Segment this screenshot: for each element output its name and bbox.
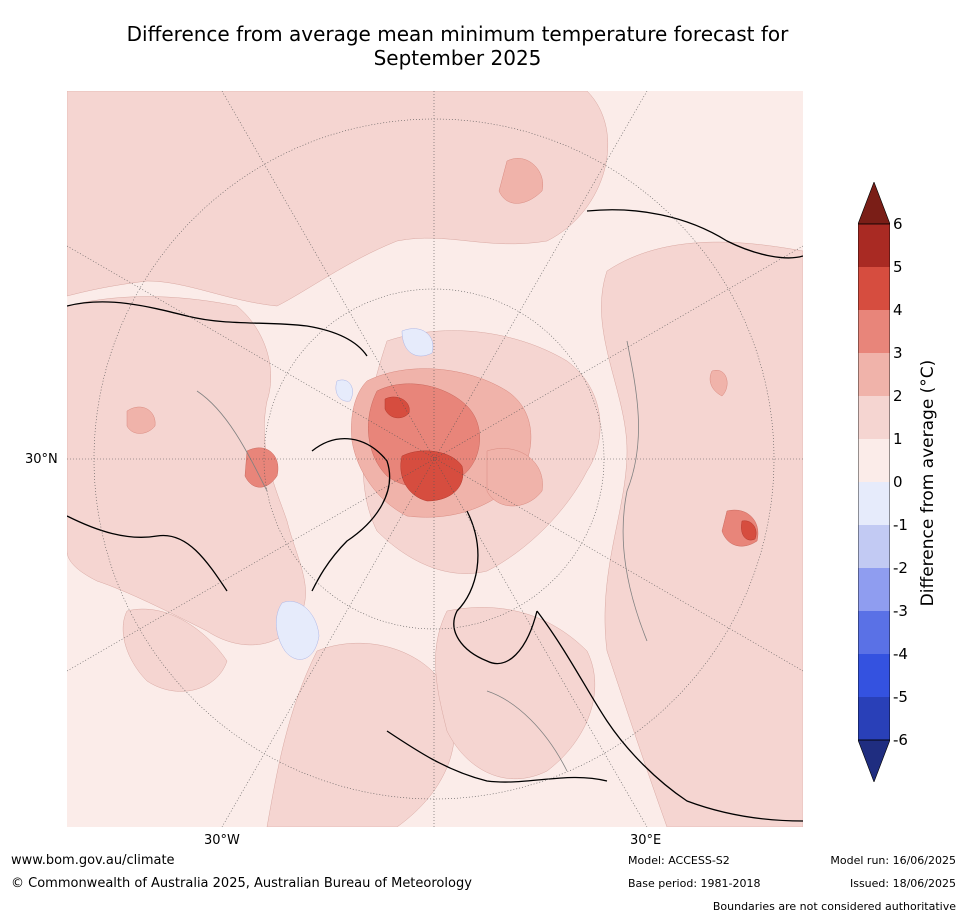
colorbar-tick: 3 [893, 344, 903, 362]
colorbar-tick: -5 [893, 688, 908, 706]
graticule [67, 91, 803, 827]
anomaly-negative-regions [276, 328, 434, 660]
title-line-2: September 2025 [373, 46, 542, 70]
lat-label-30n: 30°N [25, 452, 58, 467]
footer-issued: Issued: 18/06/2025 [849, 877, 956, 890]
colorbar-title: Difference from average (°C) [918, 359, 938, 607]
colorbar-tick: -4 [893, 645, 908, 663]
footer-disclaimer: Boundaries are not considered authoritat… [712, 900, 956, 913]
colorbar-bin-m1-0 [858, 482, 890, 525]
colorbar-extend-bottom [858, 739, 890, 782]
colorbar-tick: -3 [893, 602, 908, 620]
colorbar-tick: 5 [893, 258, 903, 276]
colorbar-bin-m5-m4 [858, 654, 890, 697]
map-title: Difference from average mean minimum tem… [60, 22, 855, 70]
colorbar-bin-3-4 [858, 310, 890, 353]
colorbar-bin-1-2 [858, 396, 890, 439]
footer-copyright: © Commonwealth of Australia 2025, Austra… [11, 876, 472, 891]
colorbar [858, 182, 890, 782]
lon-label-30e: 30°E [630, 833, 662, 848]
colorbar-bin-0-1 [858, 439, 890, 482]
colorbar-bin-2-3 [858, 353, 890, 396]
colorbar-bin-m6-m5 [858, 697, 890, 740]
colorbar-tick: 4 [893, 301, 903, 319]
footer-model-run: Model run: 16/06/2025 [830, 854, 956, 867]
title-line-1: Difference from average mean minimum tem… [126, 22, 789, 46]
colorbar-bin-m4-m3 [858, 611, 890, 654]
colorbar-tick: 0 [893, 473, 903, 491]
lon-label-30w: 30°W [204, 833, 240, 848]
colorbar-bin-5-6 [858, 224, 890, 267]
colorbar-tick: -1 [893, 516, 908, 534]
colorbar-tick: 6 [893, 215, 903, 233]
colorbar-tick: 2 [893, 387, 903, 405]
colorbar-bin-m3-m2 [858, 568, 890, 611]
colorbar-tick: 1 [893, 430, 903, 448]
footer-base-period: Base period: 1981-2018 [628, 877, 761, 890]
colorbar-tick: -6 [893, 731, 908, 749]
country-borders [196, 340, 648, 772]
colorbar-extend-top [858, 182, 890, 225]
footer-url[interactable]: www.bom.gov.au/climate [11, 853, 175, 868]
forecast-map [67, 91, 803, 827]
coastlines [67, 209, 803, 822]
colorbar-bin-4-5 [858, 267, 890, 310]
anomaly-4-5-regions [384, 396, 757, 541]
colorbar-tick: -2 [893, 559, 908, 577]
footer-model: Model: ACCESS-S2 [628, 854, 730, 867]
colorbar-bin-m2-m1 [858, 525, 890, 568]
